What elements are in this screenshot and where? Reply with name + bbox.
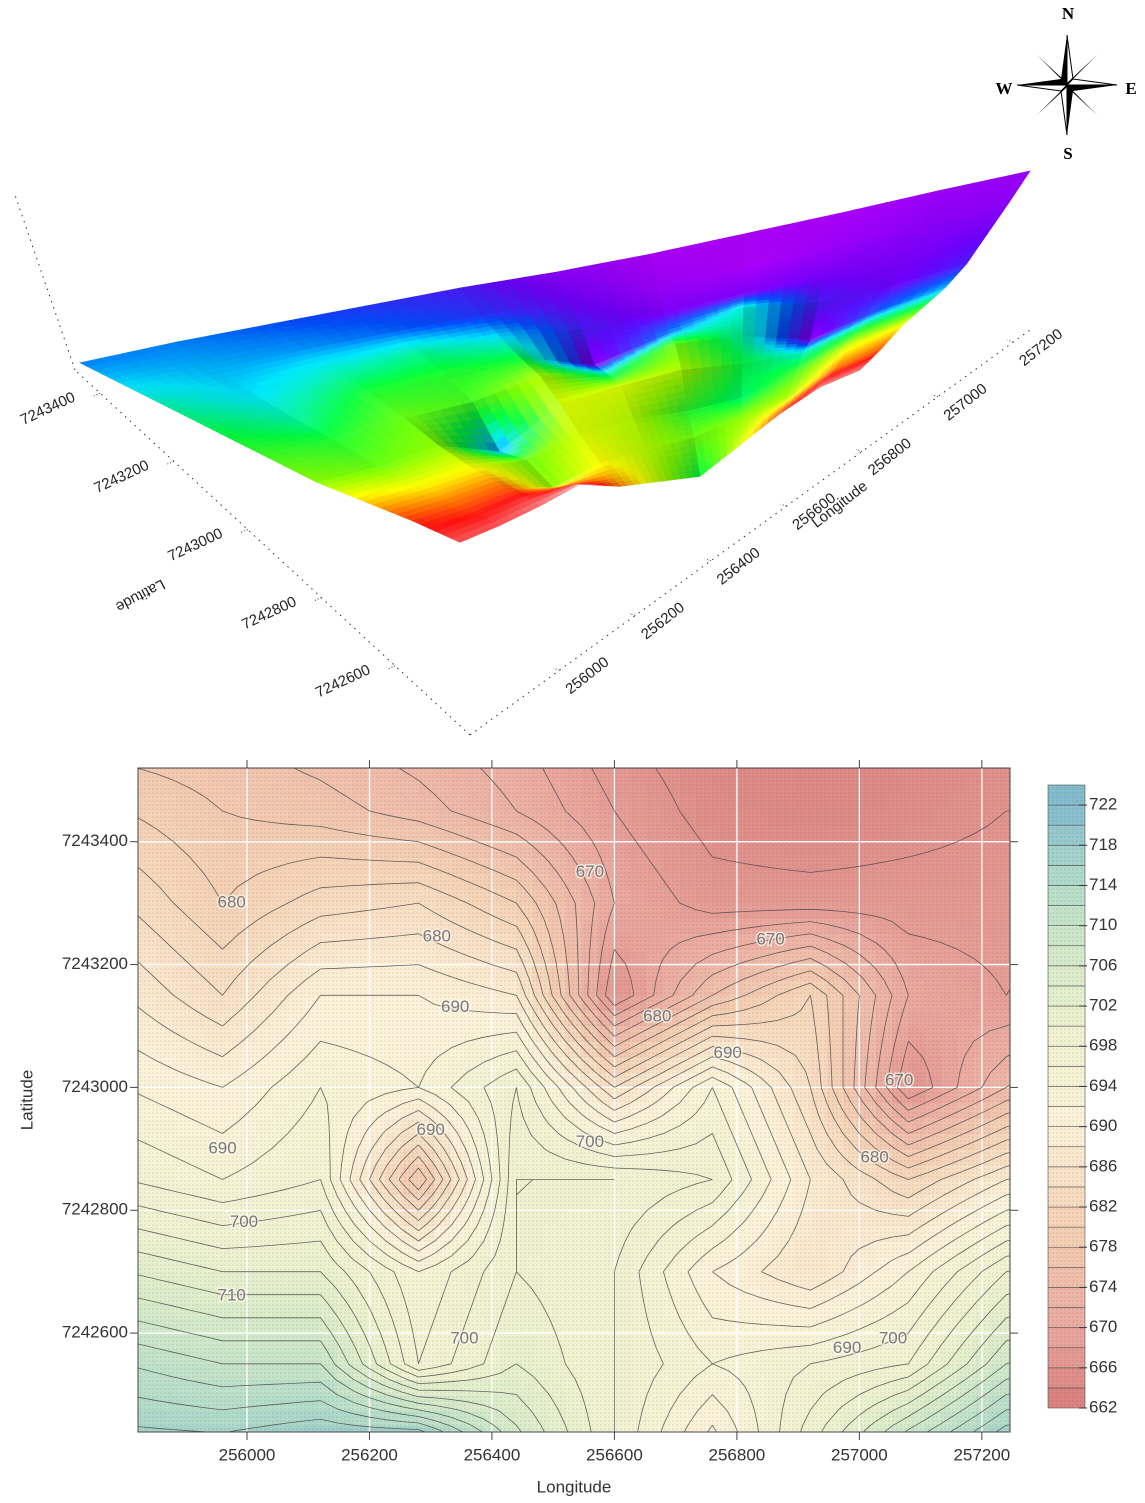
x-tick-label: 257200 [1016,326,1066,370]
surface-facet [776,338,788,341]
surface-facet [787,339,799,342]
tick-mark [388,666,395,669]
surface-facet [801,321,814,327]
surface-facet [792,304,805,311]
tick-mark [780,504,786,506]
surface-facet [803,309,816,316]
surface-facet [742,341,753,346]
y-tick-label: 7243200 [92,457,152,497]
surface-facet [779,310,792,316]
surface-facet [788,327,801,333]
surface-facet [777,327,789,333]
surface-facet [765,333,777,339]
compass-e: E [1125,79,1136,98]
surface-facet [570,335,586,341]
tick-mark [932,395,938,397]
tick-mark [314,598,321,601]
surface-facet [743,327,755,332]
surface-facet [789,321,802,327]
surface-facet [799,333,812,339]
surface-facet [743,317,755,322]
surface-facet [755,317,767,322]
compass: N S W E [996,4,1137,163]
surface-facet [766,316,779,322]
surface-plot: 2560002562002564002566002568002570002572… [15,171,1066,735]
surface-facet [790,315,803,321]
y-tick-label: 7243000 [165,525,225,565]
surface-facet [780,304,793,310]
surface-facet [767,305,780,311]
tick-mark [167,461,174,464]
surface-facet [753,342,764,346]
x-tick-label: 257000 [940,380,990,424]
surface-facet [743,307,756,313]
surface-facet [754,327,766,332]
tick-mark [1007,340,1013,342]
x-tick-label: 256800 [865,435,915,479]
surface-facet [804,303,817,310]
surface-facet [776,333,788,339]
tick-mark [629,613,635,615]
tick-mark [554,668,560,670]
tick-mark [856,449,862,451]
compass-n: N [1062,4,1075,23]
surface-facet [800,327,813,333]
surface-facet [798,339,810,342]
surface-facet [754,322,766,327]
surface-facet [755,311,768,317]
surface-facet [766,322,778,328]
surface-facet [778,322,791,328]
figure: 2560002562002564002566002568002570002572… [0,0,1145,1503]
surface-facet [742,337,753,342]
y-tick-label: 7242800 [239,593,299,633]
tick-mark [705,559,711,561]
y-tick-label: 7242600 [313,661,373,701]
surface-facet [568,329,584,336]
compass-s: S [1063,144,1072,163]
surface-facet [767,311,780,317]
surface-facet [743,332,755,337]
tick-mark [241,529,248,532]
compass-w: W [996,79,1013,98]
surface-facet [765,338,777,342]
surface-facet [755,306,768,312]
surface-facet [802,315,815,321]
tick-mark [93,393,100,396]
surface-facet [765,327,777,333]
surface-facet [788,333,800,339]
x-tick-label: 256200 [638,599,688,643]
surface-facet [778,316,791,322]
y-axis-title: Latitude [113,575,168,615]
surface-facet [754,332,766,338]
surface-facet [753,337,765,341]
y-tick-label: 7243400 [18,389,78,429]
x-tick-label: 256000 [562,654,612,698]
surface-facet [743,312,755,317]
surface-facet [743,322,755,327]
x-tick-label: 256400 [714,544,764,588]
surface-facet [791,310,804,316]
axis-line [15,195,75,370]
